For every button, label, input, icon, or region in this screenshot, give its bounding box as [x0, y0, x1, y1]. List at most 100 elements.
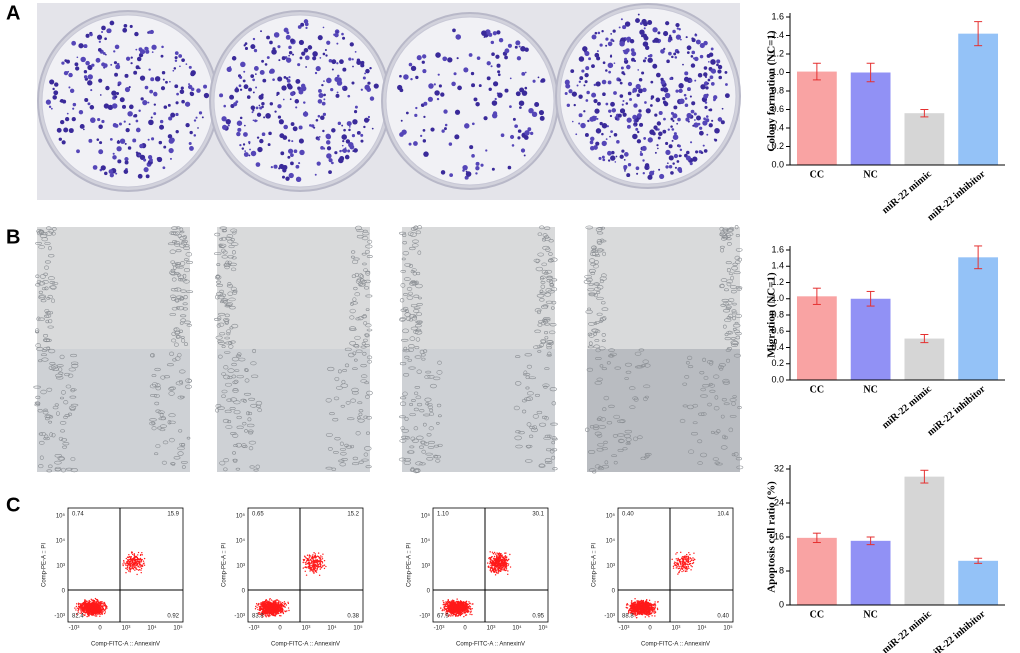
colony	[686, 151, 690, 155]
event	[275, 602, 276, 603]
colony	[313, 127, 315, 129]
colony	[145, 86, 149, 90]
colony	[678, 89, 682, 93]
colony	[579, 113, 583, 117]
event	[127, 569, 128, 570]
colony	[107, 28, 112, 33]
colony	[243, 132, 248, 137]
flow-x-tick: -10³	[249, 626, 260, 632]
colony	[437, 98, 439, 100]
colony	[181, 87, 184, 90]
colony	[117, 159, 121, 163]
event	[101, 606, 102, 607]
event	[276, 605, 277, 606]
event	[314, 556, 315, 557]
colony	[318, 35, 323, 40]
colony	[190, 92, 193, 95]
colony	[188, 83, 190, 85]
flow-x-tick: -10³	[69, 626, 80, 632]
event	[321, 567, 322, 568]
colony	[680, 155, 682, 157]
colony	[280, 151, 284, 155]
event	[87, 602, 88, 603]
colony	[139, 144, 143, 148]
colony	[181, 100, 185, 104]
colony	[607, 125, 609, 127]
colony	[646, 108, 651, 113]
colony	[704, 149, 708, 153]
colony	[268, 143, 271, 146]
event	[77, 608, 78, 609]
colony	[368, 116, 370, 118]
event	[140, 558, 141, 559]
colony	[366, 87, 371, 92]
colony	[409, 63, 413, 67]
colony	[348, 58, 351, 61]
colony	[281, 85, 286, 90]
colony	[71, 41, 76, 46]
event	[133, 563, 134, 564]
colony	[629, 98, 632, 101]
colony	[667, 162, 669, 164]
colony	[409, 143, 412, 146]
colony	[493, 81, 498, 86]
event	[105, 611, 106, 612]
colony	[337, 80, 342, 85]
colony	[668, 38, 670, 40]
event	[131, 567, 132, 568]
colony	[66, 60, 70, 64]
event	[320, 564, 321, 565]
colony	[686, 156, 691, 161]
event	[82, 610, 83, 611]
event	[134, 567, 135, 568]
colony	[354, 110, 357, 113]
colony	[266, 36, 270, 40]
event	[143, 561, 144, 562]
colony	[491, 52, 495, 56]
colony	[509, 105, 512, 108]
colony	[161, 86, 165, 90]
colony	[101, 120, 104, 123]
event	[281, 605, 282, 606]
colony	[710, 69, 713, 72]
colony	[237, 128, 241, 132]
colony	[449, 173, 453, 177]
colony	[90, 89, 92, 91]
colony	[299, 150, 304, 155]
colony	[640, 153, 643, 156]
event	[126, 567, 127, 568]
event	[313, 568, 314, 569]
colony	[300, 57, 303, 60]
colony	[130, 62, 132, 64]
event	[320, 566, 321, 567]
colony	[605, 38, 608, 41]
colony	[625, 21, 630, 26]
colony	[422, 61, 425, 64]
event	[87, 609, 88, 610]
quadrant-value: 82.4	[72, 614, 84, 620]
colony	[581, 69, 584, 72]
colony	[347, 95, 350, 98]
colony	[120, 139, 125, 144]
event	[140, 569, 141, 570]
colony	[671, 112, 674, 115]
colony	[365, 69, 370, 74]
colony	[663, 100, 667, 104]
colony	[321, 84, 323, 86]
event	[276, 612, 277, 613]
colony	[270, 102, 273, 105]
colony	[191, 70, 196, 75]
event	[272, 602, 273, 603]
colony	[428, 83, 433, 88]
event	[95, 598, 96, 599]
event	[87, 603, 88, 604]
colony	[590, 137, 594, 141]
event	[124, 563, 125, 564]
colony	[318, 115, 321, 118]
colony	[100, 94, 102, 96]
colony	[197, 127, 199, 129]
colony	[248, 88, 252, 92]
event	[144, 565, 145, 566]
colony	[229, 95, 234, 100]
colony	[457, 86, 462, 91]
